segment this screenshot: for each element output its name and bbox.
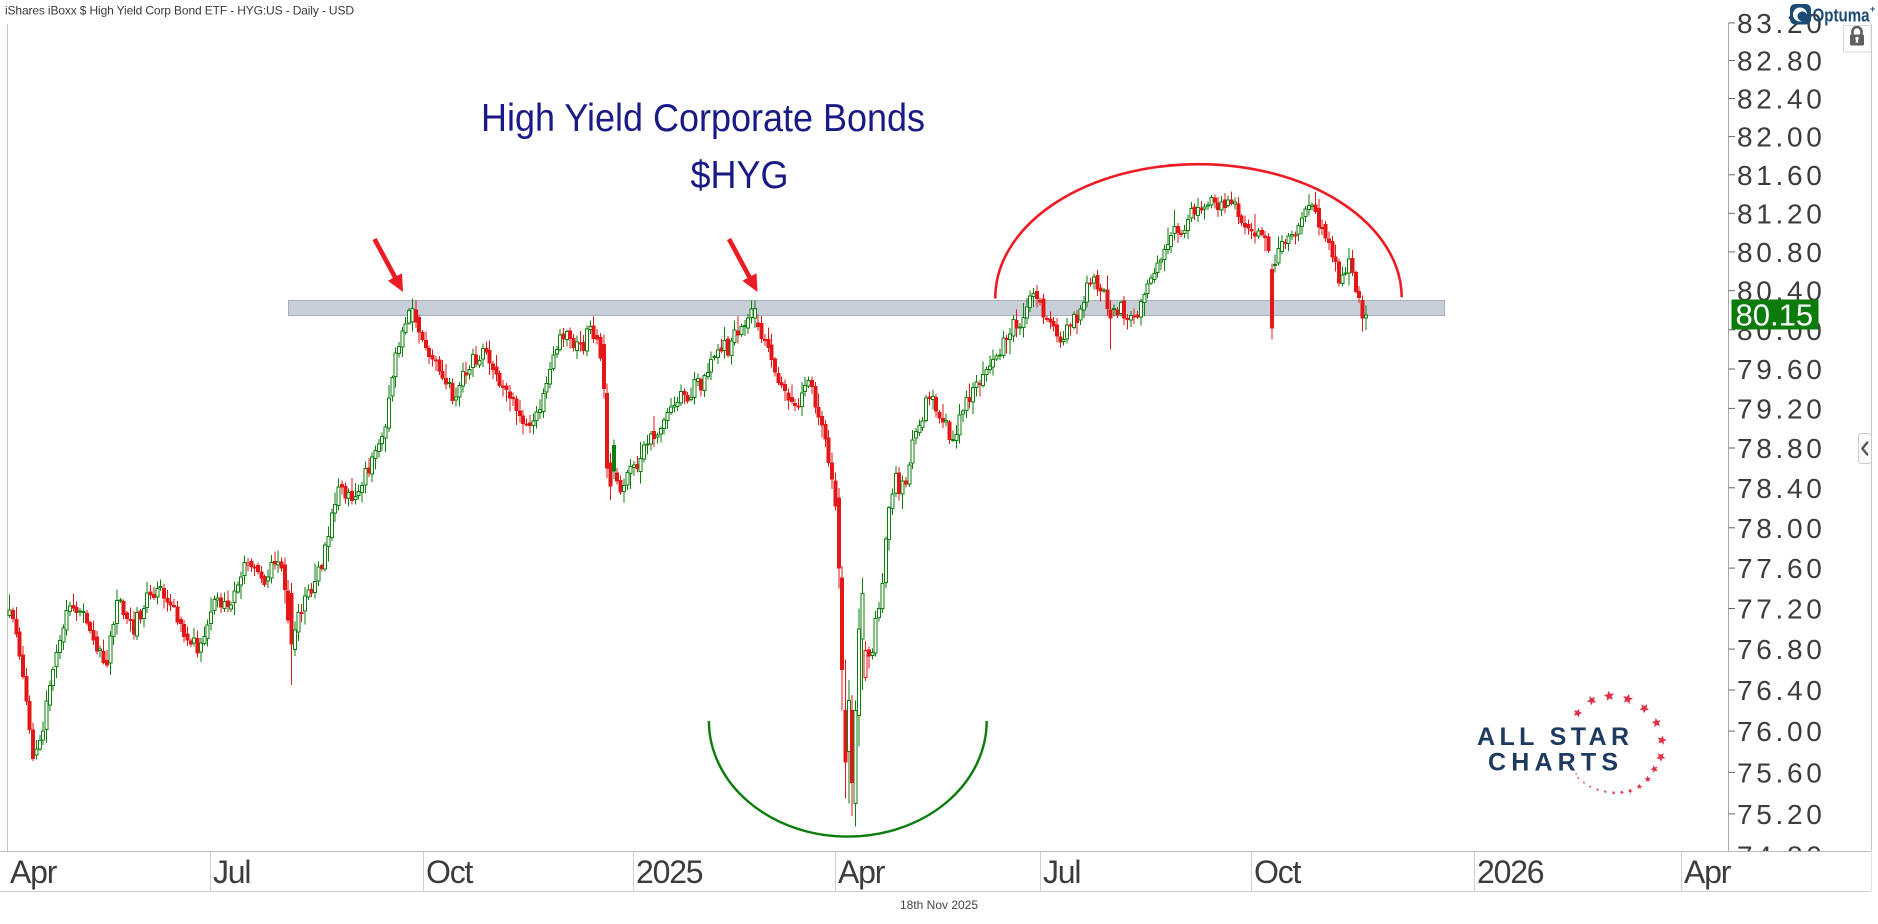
svg-text:Optuma: Optuma <box>1813 5 1871 26</box>
svg-text:82.80: 82.80 <box>1737 46 1826 77</box>
svg-text:78.00: 78.00 <box>1737 513 1826 544</box>
svg-text:80.80: 80.80 <box>1737 237 1826 268</box>
svg-text:Jul: Jul <box>1043 854 1080 890</box>
svg-text:Jul: Jul <box>213 854 250 890</box>
svg-text:78.40: 78.40 <box>1737 473 1826 504</box>
svg-text:iShares iBoxx $ High Yield Cor: iShares iBoxx $ High Yield Corp Bond ETF… <box>5 4 354 18</box>
svg-text:79.20: 79.20 <box>1737 393 1826 424</box>
svg-text:Apr: Apr <box>1684 854 1732 890</box>
svg-text:+: + <box>1870 4 1875 14</box>
svg-text:82.00: 82.00 <box>1737 122 1826 153</box>
svg-text:Apr: Apr <box>10 854 58 890</box>
svg-text:Oct: Oct <box>426 854 473 890</box>
svg-text:76.80: 76.80 <box>1737 634 1826 665</box>
svg-text:2026: 2026 <box>1477 854 1544 890</box>
svg-text:76.40: 76.40 <box>1737 675 1826 706</box>
svg-text:Apr: Apr <box>838 854 886 890</box>
svg-text:$HYG: $HYG <box>691 154 789 197</box>
svg-text:77.20: 77.20 <box>1737 594 1826 625</box>
svg-text:81.60: 81.60 <box>1737 160 1826 191</box>
svg-text:79.60: 79.60 <box>1737 354 1826 385</box>
svg-text:81.20: 81.20 <box>1737 198 1826 229</box>
svg-text:77.60: 77.60 <box>1737 553 1826 584</box>
svg-text:High Yield Corporate Bonds: High Yield Corporate Bonds <box>481 97 925 140</box>
svg-text:76.00: 76.00 <box>1737 716 1826 747</box>
svg-text:Oct: Oct <box>1254 854 1301 890</box>
svg-text:78.80: 78.80 <box>1737 433 1826 464</box>
svg-text:80.15: 80.15 <box>1736 298 1814 333</box>
svg-text:18th Nov 2025: 18th Nov 2025 <box>900 898 978 912</box>
svg-text:2025: 2025 <box>636 854 703 890</box>
svg-text:75.60: 75.60 <box>1737 757 1826 788</box>
svg-text:ALL STAR: ALL STAR <box>1477 723 1629 751</box>
svg-text:75.20: 75.20 <box>1737 799 1826 830</box>
svg-text:82.40: 82.40 <box>1737 84 1826 115</box>
